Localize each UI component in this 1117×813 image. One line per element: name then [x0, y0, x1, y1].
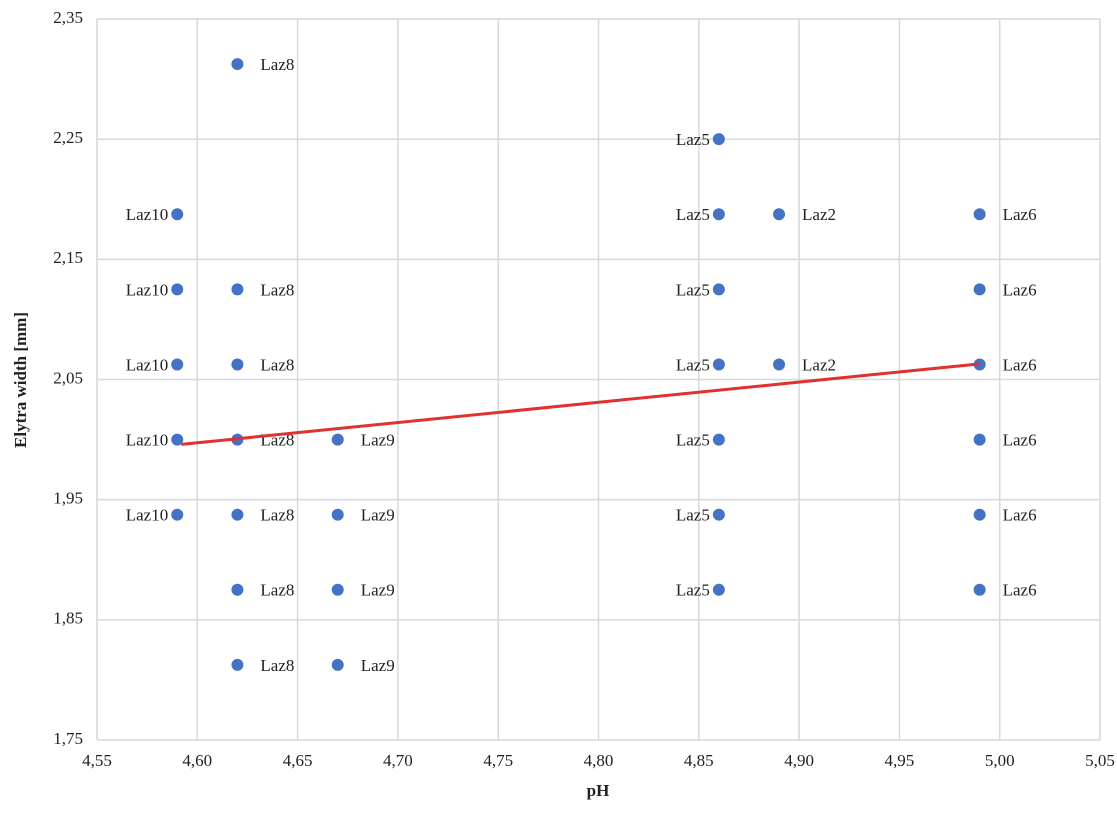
point-label: Laz6: [1003, 355, 1037, 374]
x-tick-label: 4,70: [383, 751, 413, 770]
point: [712, 433, 725, 446]
point-label: Laz8: [260, 55, 294, 74]
point: [712, 358, 725, 371]
point: [171, 358, 184, 371]
point: [712, 583, 725, 596]
point-label: Laz10: [126, 355, 168, 374]
x-tick-label: 4,55: [82, 751, 112, 770]
point: [973, 583, 986, 596]
point-label: Laz8: [260, 355, 294, 374]
y-tick-label: 1,95: [53, 489, 83, 508]
x-tick-label: 4,85: [684, 751, 714, 770]
point-label: Laz2: [802, 355, 836, 374]
point: [973, 508, 986, 521]
point-label: Laz6: [1003, 430, 1037, 449]
y-axis-title: Elytra width [mm]: [11, 312, 30, 448]
point-label: Laz5: [676, 130, 710, 149]
y-tick-label: 1,75: [53, 729, 83, 748]
point-label: Laz8: [260, 581, 294, 600]
x-tick-label: 4,80: [584, 751, 614, 770]
point-label: Laz9: [361, 656, 395, 675]
point-label: Laz5: [676, 280, 710, 299]
point-label: Laz8: [260, 280, 294, 299]
point-label: Laz5: [676, 430, 710, 449]
point: [231, 58, 244, 71]
point-label: Laz5: [676, 205, 710, 224]
point-label: Laz6: [1003, 205, 1037, 224]
point: [973, 208, 986, 221]
point: [231, 283, 244, 296]
y-tick-label: 2,25: [53, 128, 83, 147]
point: [171, 208, 184, 221]
point: [712, 508, 725, 521]
point: [712, 208, 725, 221]
point-label: Laz6: [1003, 280, 1037, 299]
point: [973, 433, 986, 446]
point-label: Laz6: [1003, 581, 1037, 600]
point-label: Laz10: [126, 430, 168, 449]
point: [231, 583, 244, 596]
point: [231, 358, 244, 371]
x-tick-label: 5,00: [985, 751, 1015, 770]
point-label: Laz5: [676, 581, 710, 600]
trendline: [181, 362, 980, 446]
point: [171, 283, 184, 296]
point: [171, 508, 184, 521]
point-label: Laz2: [802, 205, 836, 224]
point-label: Laz9: [361, 506, 395, 525]
x-tick-label: 4,90: [784, 751, 814, 770]
point: [171, 433, 184, 446]
point: [773, 208, 786, 221]
point-label: Laz8: [260, 656, 294, 675]
point: [231, 508, 244, 521]
x-tick-label: 4,60: [182, 751, 212, 770]
point-label: Laz10: [126, 280, 168, 299]
point-label: Laz8: [260, 506, 294, 525]
point-label: Laz9: [361, 430, 395, 449]
point: [712, 133, 725, 146]
x-tick-label: 5,05: [1085, 751, 1115, 770]
point-label: Laz6: [1003, 506, 1037, 525]
x-axis-title: pH: [587, 781, 610, 800]
x-tick-label: 4,75: [483, 751, 513, 770]
point-label: Laz9: [361, 581, 395, 600]
point-label: Laz10: [126, 506, 168, 525]
x-tick-label: 4,95: [885, 751, 915, 770]
point: [331, 433, 344, 446]
point: [712, 283, 725, 296]
y-tick-label: 2,05: [53, 368, 83, 387]
y-tick-label: 2,35: [53, 8, 83, 27]
point: [331, 658, 344, 671]
point-label: Laz5: [676, 355, 710, 374]
x-tick-label: 4,65: [283, 751, 313, 770]
point: [331, 583, 344, 596]
point: [773, 358, 786, 371]
point: [231, 658, 244, 671]
point-label: Laz5: [676, 506, 710, 525]
point: [973, 283, 986, 296]
point: [331, 508, 344, 521]
point-label: Laz10: [126, 205, 168, 224]
y-tick-label: 1,85: [53, 609, 83, 628]
y-tick-label: 2,15: [53, 248, 83, 267]
